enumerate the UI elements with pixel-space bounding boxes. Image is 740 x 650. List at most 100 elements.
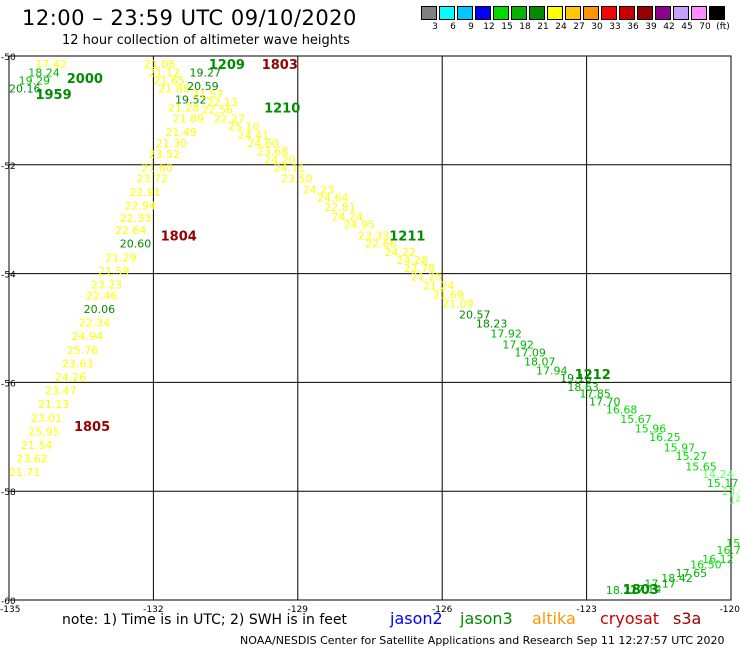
- pass-time-label: 1805: [74, 420, 110, 435]
- wave-height-label: 24.64: [317, 191, 349, 204]
- wave-height-label: 17.85: [579, 387, 611, 400]
- legend-value: 18: [519, 22, 531, 32]
- wave-height-label: 15.97: [664, 442, 696, 455]
- x-tick-label: -129: [288, 605, 309, 615]
- legend-swatch: [457, 6, 473, 20]
- wave-height-label: 19.27: [190, 66, 222, 79]
- wave-height-label: 22.34: [79, 317, 111, 330]
- legend-swatch: [709, 6, 725, 20]
- wave-height-label: 21.59: [98, 265, 129, 278]
- legend-swatch: [601, 6, 617, 20]
- legend-value: 9: [468, 22, 474, 32]
- note-text: note: 1) Time is in UTC; 2) SWH is in fe…: [62, 612, 348, 628]
- wave-height-label: 22.56: [202, 103, 234, 116]
- wave-height-label: 21.28: [168, 102, 200, 115]
- legend-swatch: [691, 6, 707, 20]
- wave-height-label: 15.96: [635, 423, 667, 436]
- wave-height-label: 20.60: [120, 238, 152, 251]
- wave-height-label: 17.92: [502, 338, 534, 351]
- wave-height-label: 14: [729, 493, 740, 506]
- map-frame: [8, 55, 732, 601]
- satellite-jason3: jason3: [460, 609, 513, 628]
- wave-height-label: 20.57: [459, 308, 491, 321]
- wave-height-label: 18.63: [567, 381, 599, 394]
- wave-height-label: 24.20: [264, 153, 296, 166]
- x-tick-label: -132: [143, 605, 163, 615]
- wave-height-label: 23.23: [91, 278, 123, 291]
- legend-value: 39: [645, 22, 657, 32]
- wave-height-label: 23.63: [62, 357, 94, 370]
- wave-height-label: 21.06: [144, 58, 176, 71]
- pass-time-label: 1210: [264, 102, 300, 117]
- wave-height-label: 21.88: [158, 83, 190, 96]
- wave-height-label: 22.46: [86, 289, 118, 302]
- legend-swatch: [421, 6, 437, 20]
- x-tick-label: -120: [720, 605, 740, 615]
- wave-height-label: 18.23: [476, 318, 508, 331]
- pass-time-label: 1803: [262, 58, 298, 73]
- legend-swatch: [475, 6, 491, 20]
- wave-height-label: 22.64: [115, 224, 147, 237]
- legend-value: 21: [537, 22, 549, 32]
- legend-value: 45: [681, 22, 693, 32]
- wave-height-label: 23.01: [31, 412, 63, 425]
- wave-height-label: 16.50: [690, 559, 722, 572]
- wave-height-label: 21.60: [141, 162, 173, 175]
- wave-height-label: 24.11: [274, 162, 306, 175]
- pass-time-label: 1211: [389, 230, 425, 245]
- wave-height-label: 20.06: [84, 303, 116, 316]
- wave-height-label: 21.65: [153, 74, 185, 87]
- wave-height-label: 18.22: [606, 584, 638, 597]
- wave-height-label: 16.68: [606, 404, 638, 417]
- wave-height-label: 17.14: [630, 583, 662, 596]
- y-tick-label: -56: [1, 379, 16, 389]
- wave-height-label: 21.24: [423, 280, 455, 293]
- wave-height-label: 24.95: [344, 219, 376, 232]
- wave-height-label: 17.92: [490, 327, 522, 340]
- legend-value: 30: [591, 22, 603, 32]
- wave-height-label: 15.27: [676, 450, 708, 463]
- wave-height-label: 23.72: [137, 172, 169, 185]
- wave-height-label: 20.59: [187, 80, 219, 93]
- wave-height-label: 23.33: [358, 230, 390, 243]
- wave-height-label: 24.23: [303, 183, 335, 196]
- legend-swatch: [583, 6, 599, 20]
- legend-value: 3: [432, 22, 438, 32]
- legend-swatch: [511, 6, 527, 20]
- wave-height-label: 15.17: [707, 477, 739, 490]
- wave-height-label: 21.30: [156, 137, 188, 150]
- wave-height-label: 21.57: [192, 88, 224, 101]
- legend-swatch: [655, 6, 671, 20]
- wave-height-label: 21.25: [411, 270, 443, 283]
- wave-height-label: 17.70: [589, 395, 621, 408]
- wave-height-label: 21.09: [442, 298, 474, 311]
- y-tick-label: -50: [1, 53, 16, 63]
- legend-swatch: [547, 6, 563, 20]
- legend-value: 33: [609, 22, 621, 32]
- wave-height-label: 22.66: [365, 238, 397, 251]
- wave-height-label: 17.94: [536, 364, 568, 377]
- wave-height-label: 17.65: [676, 567, 708, 580]
- wave-height-label: 24.26: [55, 371, 87, 384]
- wave-height-label: 22.94: [125, 200, 156, 213]
- legend-swatch: [673, 6, 689, 20]
- wave-height-label: 19.29: [19, 74, 51, 87]
- legend-swatch: [565, 6, 581, 20]
- legend-swatch: [439, 6, 455, 20]
- map-title: 12:00 – 23:59 UTC 09/10/2020: [22, 6, 357, 30]
- x-tick-label: -135: [0, 605, 20, 615]
- wave-height-label: 21.12: [149, 66, 181, 79]
- wave-height-label: 23.47: [45, 385, 77, 398]
- wave-height-label: 24.22: [384, 246, 416, 259]
- wave-height-label: 25.76: [67, 344, 99, 357]
- wave-height-label: 17.42: [35, 58, 66, 71]
- legend-value: 24: [555, 22, 567, 32]
- y-tick-label: -54: [1, 271, 16, 281]
- wave-height-label: 22.13: [206, 96, 238, 109]
- wave-height-label: 24.60: [247, 137, 279, 150]
- wave-height-label: 22.78: [404, 262, 436, 275]
- pass-time-label: 1212: [575, 368, 611, 383]
- wave-height-label: 15.67: [620, 413, 652, 426]
- wave-height-label: 19.16: [560, 372, 592, 385]
- legend-value: 6: [450, 22, 456, 32]
